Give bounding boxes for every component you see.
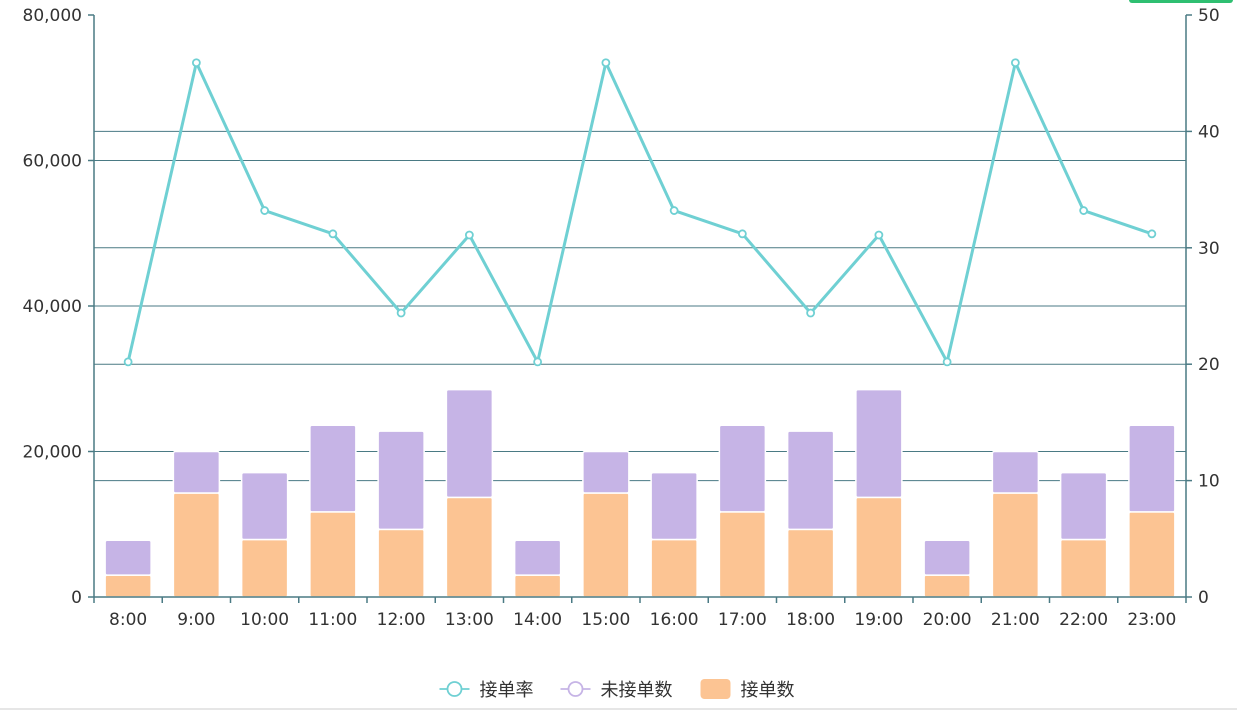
line-point: [1079, 206, 1089, 215]
bottom-divider: [0, 708, 1237, 710]
bar-accepted: [240, 538, 289, 598]
line-point: [191, 58, 201, 68]
bar-accepted: [104, 574, 152, 598]
x-tick-label: 15:00: [581, 610, 630, 630]
legend-circle-symbol: [567, 681, 584, 697]
line-point: [123, 357, 133, 367]
x-tick-label: 18:00: [786, 610, 835, 630]
bar-accepted: [445, 496, 494, 598]
bar-unaccepted: [855, 388, 903, 499]
line-point: [464, 230, 474, 240]
x-tick-label: 19:00: [854, 610, 903, 630]
legend-item[interactable]: 接单数: [700, 679, 795, 701]
line-point: [737, 229, 747, 239]
y-left-tick-label: 20,000: [23, 443, 82, 463]
y-left-tick-label: 0: [71, 588, 82, 608]
x-tick-label: 12:00: [377, 610, 426, 630]
line-point: [601, 58, 611, 68]
bar-accepted: [1128, 511, 1176, 598]
y-left-tick-label: 40,000: [23, 297, 82, 317]
bar-series: [104, 388, 1176, 598]
bar-unaccepted: [513, 539, 562, 576]
legend-circle-symbol: [446, 681, 463, 697]
bar-unaccepted: [650, 471, 698, 541]
bar-unaccepted: [172, 450, 221, 494]
bar-accepted: [1059, 538, 1108, 598]
y-right-tick-label: 50: [1198, 6, 1220, 26]
line-point: [260, 206, 270, 215]
bar-accepted: [991, 492, 1040, 598]
y-left-tick-label: 80,000: [23, 6, 82, 26]
x-tick-label: 22:00: [1059, 610, 1108, 630]
legend[interactable]: 接单率 未接单数 接单数: [439, 679, 795, 701]
legend-label: 接单率: [480, 680, 534, 701]
legend-label: 未接单数: [601, 680, 673, 701]
line-point: [806, 308, 816, 318]
y-right-tick-label: 20: [1198, 355, 1220, 375]
line-point: [874, 230, 884, 240]
bar-unaccepted: [718, 424, 767, 513]
y-left-tick-label: 60,000: [23, 152, 82, 172]
bar-accepted: [650, 538, 698, 598]
line-point: [396, 308, 406, 318]
legend-label: 接单数: [741, 680, 795, 701]
bar-unaccepted: [786, 430, 835, 531]
bar-accepted: [718, 511, 767, 598]
line-series: [123, 58, 1157, 367]
x-tick-label: 16:00: [650, 610, 699, 630]
line-point: [328, 229, 338, 239]
x-tick-label: 9:00: [177, 610, 215, 630]
bar-unaccepted: [240, 471, 289, 541]
bar-unaccepted: [582, 450, 630, 494]
x-tick-label: 11:00: [308, 610, 357, 630]
bar-unaccepted: [1059, 471, 1108, 541]
line-point: [1147, 229, 1157, 239]
bar-unaccepted: [377, 430, 425, 531]
bar-unaccepted: [1128, 424, 1176, 513]
line-point: [1010, 58, 1020, 68]
x-tick-label: 13:00: [445, 610, 494, 630]
line-rate: [126, 61, 1153, 364]
bar-unaccepted: [104, 539, 152, 576]
bar-unaccepted: [991, 450, 1040, 494]
bar-accepted: [582, 492, 630, 598]
x-tick-label: 17:00: [718, 610, 767, 630]
y-right-tick-label: 40: [1198, 122, 1220, 142]
y-right-tick-label: 10: [1198, 472, 1220, 492]
line-point: [533, 357, 543, 367]
bar-accepted: [513, 574, 562, 598]
x-tick-label: 21:00: [991, 610, 1040, 630]
bar-accepted: [923, 574, 971, 598]
legend-item[interactable]: 未接单数: [560, 680, 673, 701]
y-right-tick-label: 30: [1198, 239, 1220, 259]
bar-accepted: [377, 528, 425, 598]
legend-swatch: [700, 679, 731, 699]
legend-item[interactable]: 接单率: [439, 680, 534, 701]
x-tick-label: 23:00: [1127, 610, 1176, 630]
corner-badge: [1129, 0, 1233, 3]
x-tick-label: 20:00: [923, 610, 972, 630]
bar-accepted: [309, 511, 357, 598]
bar-unaccepted: [445, 388, 494, 499]
bar-accepted: [786, 528, 835, 598]
bar-unaccepted: [309, 424, 357, 513]
grid-lines: [94, 130, 1186, 482]
bar-accepted: [172, 492, 221, 598]
bar-accepted: [855, 496, 903, 598]
line-point: [942, 357, 952, 367]
axes: 0 20,000 40,000 60,000 80,000 0 10 20 30 40 50 8:00…: [23, 6, 1220, 630]
x-tick-label: 8:00: [109, 610, 147, 630]
x-tick-label: 10:00: [240, 610, 289, 630]
bar-unaccepted: [923, 539, 971, 576]
x-tick-label: 14:00: [513, 610, 562, 630]
line-point: [669, 206, 679, 215]
y-right-tick-label: 0: [1198, 588, 1209, 608]
